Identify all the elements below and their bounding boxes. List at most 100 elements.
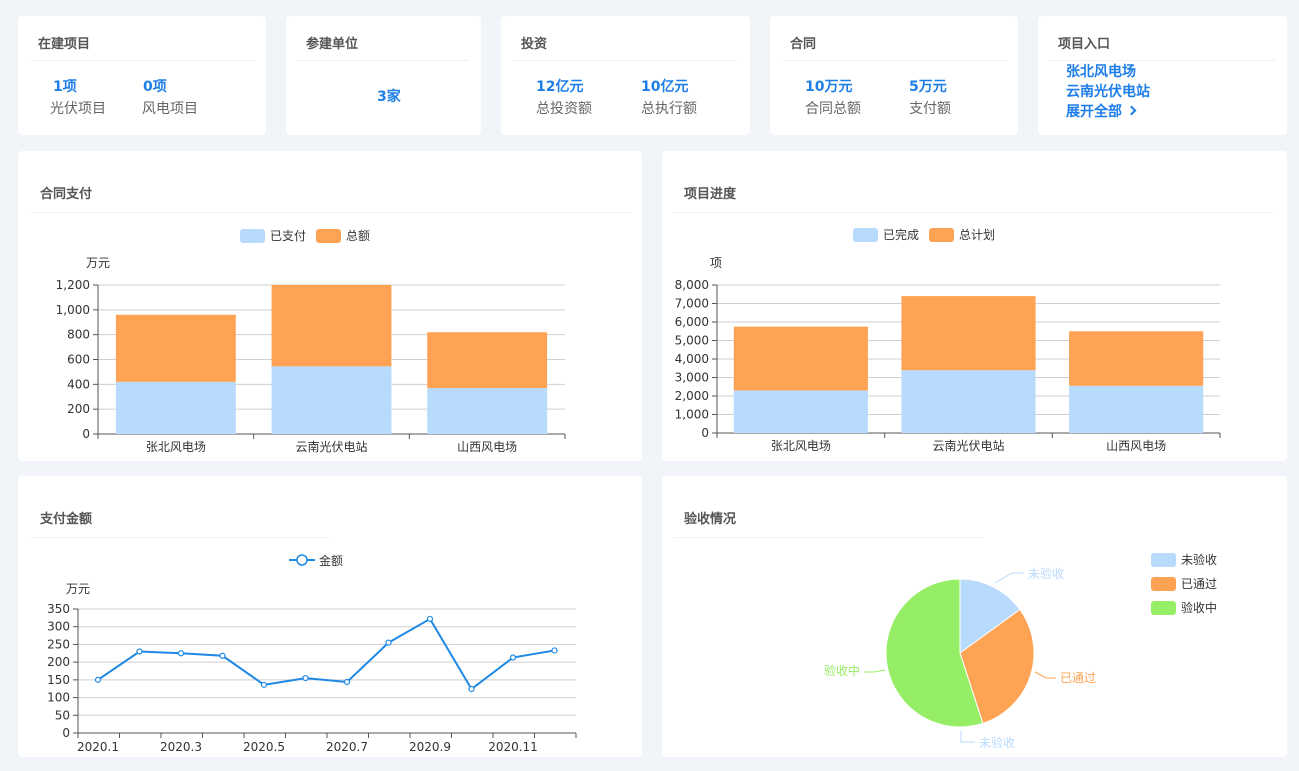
stat-wind-projects: 0项 风电项目 [142, 78, 198, 119]
bar-completed [271, 366, 392, 434]
stat-value: 12亿元 [536, 79, 584, 95]
y-tick-label: 50 [55, 708, 70, 722]
legend-item-1-label: 总计划 [959, 228, 995, 242]
x-tick-label: 2020.9 [409, 740, 451, 754]
slice-label: 已通过 [1060, 671, 1096, 685]
slice-label: 未验收 [979, 735, 1015, 750]
divider [30, 212, 630, 213]
divider [1050, 60, 1275, 61]
project-link-zhangbei[interactable]: 张北风电场 [1066, 64, 1136, 80]
legend-swatch [1151, 601, 1176, 615]
pie-slice [959, 578, 1021, 654]
y-tick-label: 5,000 [675, 334, 709, 348]
y-tick-label: 0 [701, 426, 709, 440]
x-tick-label: 张北风电场 [146, 440, 206, 454]
expand-all-link[interactable]: 展开全部 [1066, 102, 1137, 122]
data-point [177, 650, 185, 657]
legend-item-0-swatch [240, 229, 265, 243]
legend-swatch [1151, 577, 1176, 591]
y-tick-label: 8,000 [675, 278, 709, 292]
data-point [551, 647, 558, 654]
y-tick-label: 6,000 [675, 315, 709, 329]
x-tick-label: 云南光伏电站 [295, 439, 367, 454]
card-title: 参建单位 [306, 37, 359, 52]
x-tick-label: 云南光伏电站 [932, 438, 1004, 453]
y-axis-label: 项 [710, 256, 722, 270]
card-investment: 投资 12亿元 总投资额 10亿元 总执行额 [501, 16, 750, 135]
data-point [426, 615, 434, 623]
data-point [136, 648, 143, 655]
y-tick-label: 4,000 [675, 352, 709, 366]
bar-total [901, 296, 1036, 371]
stat-label: 支付额 [909, 101, 951, 117]
bar-completed [733, 390, 868, 433]
leader-line [960, 731, 975, 743]
pie-slice [959, 608, 1035, 725]
legend-item-1-label: 总额 [346, 229, 370, 243]
data-point [509, 654, 517, 661]
stat-label: 风电项目 [142, 101, 198, 117]
y-axis-label: 万元 [66, 582, 90, 596]
legend-label: 未验收 [1181, 552, 1217, 567]
panel-payment-amount: 支付金额 金额 万元 0 50 100 150 200 250 300 350 2020.1 2020… [18, 476, 642, 757]
data-point [260, 681, 268, 688]
y-axis-label: 万元 [86, 256, 110, 270]
x-tick-label: 张北风电场 [771, 439, 831, 453]
data-point [219, 652, 226, 659]
x-tick-label: 2020.11 [488, 740, 538, 754]
divider [30, 537, 330, 538]
y-tick-label: 3,000 [675, 371, 709, 385]
chevron-right-icon [1126, 105, 1137, 116]
expand-all-label: 展开全部 [1066, 104, 1122, 120]
stat-value: 5万元 [909, 79, 947, 95]
card-title: 投资 [521, 37, 548, 52]
legend-item-1-swatch [929, 228, 954, 242]
divider [674, 212, 1274, 213]
stat-contract-total: 10万元 合同总额 [805, 78, 861, 119]
panel-title: 项目进度 [684, 187, 737, 202]
x-tick-label: 山西风电场 [1106, 439, 1166, 453]
legend-item-0-label: 已完成 [883, 227, 919, 242]
legend-item-1-swatch [316, 229, 341, 243]
bar-completed [1069, 385, 1204, 433]
card-project-entry: 项目入口 张北风电场 云南光伏电站 展开全部 [1038, 16, 1287, 135]
bar-completed [427, 388, 548, 434]
panel-acceptance: 验收情况 未验收 已通过 验收中 未验收 未验收 已通过 验收中 [662, 476, 1287, 757]
stat-label: 合同总额 [805, 101, 861, 117]
data-point [343, 678, 351, 686]
stat-value: 10亿元 [641, 79, 689, 95]
y-tick-label: 1,000 [675, 408, 709, 422]
panel-project-progress: 项目进度 已完成 总计划项 0 1,000 2,000 3,000 4,000 5,000 6,… [662, 151, 1287, 461]
legend-item-0-swatch [853, 228, 878, 242]
legend-item-0-label: 已支付 [270, 229, 306, 243]
data-point [94, 676, 102, 683]
divider [298, 60, 469, 61]
bar-completed [901, 370, 1036, 433]
y-tick-label: 0 [82, 427, 90, 441]
y-tick-label: 250 [47, 637, 70, 651]
leader-line [1034, 671, 1056, 679]
bar-total [733, 326, 868, 391]
divider [513, 60, 738, 61]
data-point [302, 674, 309, 682]
bar-total [115, 314, 236, 382]
stat-total-executed: 10亿元 总执行额 [641, 78, 697, 119]
project-link-yunnan[interactable]: 云南光伏电站 [1066, 84, 1150, 100]
stat-pv-projects: 1项 光伏项目 [50, 78, 106, 119]
legend-label: 金额 [319, 553, 343, 568]
stat-value: 0项 [143, 79, 167, 95]
x-tick-label: 山西风电场 [457, 440, 517, 454]
y-tick-label: 200 [67, 402, 90, 416]
y-tick-label: 200 [47, 655, 70, 669]
card-contract: 合同 10万元 合同总额 5万元 支付额 [770, 16, 1018, 135]
stat-units: 3家 [377, 88, 401, 106]
y-tick-label: 100 [47, 691, 70, 705]
stat-total-investment: 12亿元 总投资额 [536, 78, 592, 119]
x-tick-label: 2020.3 [160, 740, 202, 754]
y-tick-label: 800 [67, 328, 90, 342]
stat-label: 总投资额 [536, 101, 592, 117]
panel-title: 支付金额 [40, 512, 93, 527]
card-units: 参建单位 3家 [286, 16, 481, 135]
